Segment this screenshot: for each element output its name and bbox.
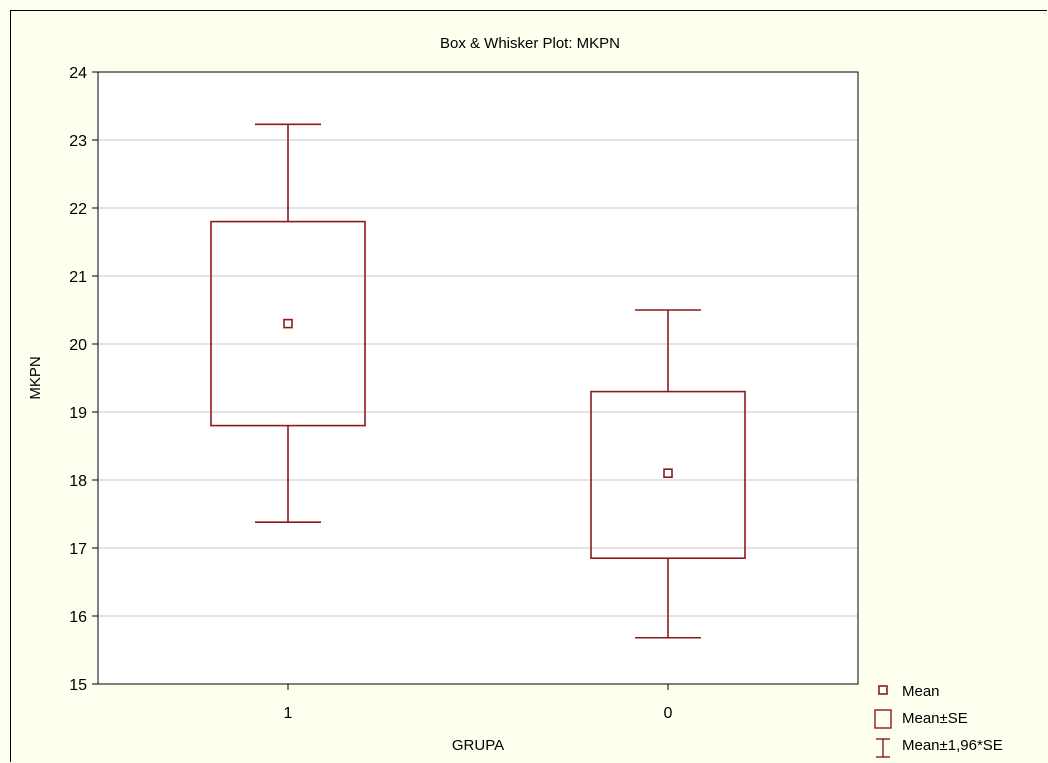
plot-border <box>97 71 859 685</box>
mean-marker <box>283 318 293 329</box>
y-tick-label: 20 <box>69 337 87 354</box>
box-group-1 <box>210 123 366 523</box>
chart-frame <box>10 10 1047 762</box>
legend-item-mean: Mean <box>902 683 940 700</box>
y-tick-label: 23 <box>69 133 87 150</box>
y-tick-label: 22 <box>69 201 87 218</box>
legend-item-mean-se: Mean±SE <box>902 710 968 727</box>
legend-whisker-marker <box>876 738 890 758</box>
y-tick-label: 15 <box>69 677 87 694</box>
plot-area <box>98 72 858 684</box>
x-tick-label: 1 <box>284 705 293 722</box>
x-axis-label: GRUPA <box>452 737 504 754</box>
y-tick-label: 24 <box>69 65 87 82</box>
y-tick-label: 18 <box>69 473 87 490</box>
mean-marker <box>663 468 673 479</box>
legend-item-mean-ci: Mean±1,96*SE <box>902 737 1003 754</box>
legend: Mean Mean±SE Mean±1,96*SE <box>874 683 1003 758</box>
y-tick-label: 19 <box>69 405 87 422</box>
grid-lines <box>98 139 858 617</box>
legend-mean-marker <box>878 685 888 695</box>
y-tick-label: 21 <box>69 269 87 286</box>
legend-se-box-marker <box>874 709 892 729</box>
chart-title: Box & Whisker Plot: MKPN <box>440 35 620 52</box>
se-box <box>210 220 366 427</box>
y-axis-label: MKPN <box>27 356 44 399</box>
box-series <box>210 123 746 639</box>
y-tick-label: 17 <box>69 541 87 558</box>
box-group-0 <box>590 309 746 639</box>
y-tick-label: 16 <box>69 609 87 626</box>
y-axis: 15 16 17 18 19 20 21 22 23 24 <box>69 65 98 694</box>
se-box <box>590 390 746 560</box>
x-tick-label: 0 <box>664 705 673 722</box>
